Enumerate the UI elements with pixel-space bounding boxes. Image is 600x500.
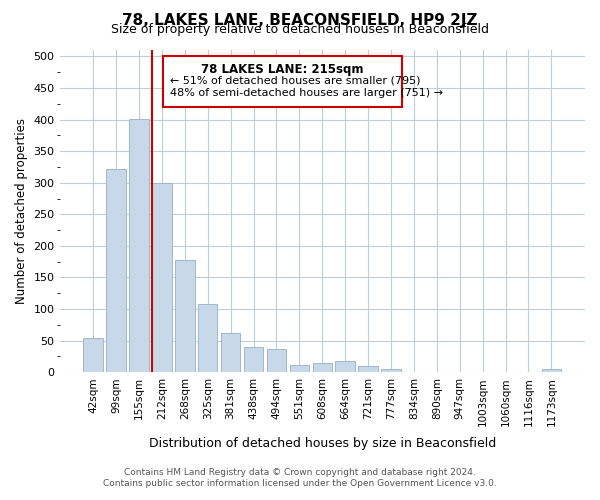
Bar bbox=[152, 184, 172, 372]
Text: 48% of semi-detached houses are larger (751) →: 48% of semi-detached houses are larger (… bbox=[170, 88, 443, 98]
Bar bbox=[129, 119, 149, 372]
X-axis label: Distribution of detached houses by size in Beaconsfield: Distribution of detached houses by size … bbox=[149, 437, 496, 450]
Bar bbox=[175, 260, 194, 372]
Bar bbox=[542, 369, 561, 372]
Bar bbox=[335, 361, 355, 372]
Bar bbox=[358, 366, 378, 372]
Y-axis label: Number of detached properties: Number of detached properties bbox=[15, 118, 28, 304]
Bar bbox=[221, 333, 241, 372]
Bar bbox=[244, 347, 263, 372]
Bar bbox=[381, 369, 401, 372]
Bar bbox=[267, 349, 286, 372]
Bar bbox=[313, 364, 332, 372]
Text: ← 51% of detached houses are smaller (795): ← 51% of detached houses are smaller (79… bbox=[170, 76, 421, 86]
FancyBboxPatch shape bbox=[163, 56, 403, 107]
Text: 78 LAKES LANE: 215sqm: 78 LAKES LANE: 215sqm bbox=[202, 62, 364, 76]
Bar bbox=[106, 169, 126, 372]
Text: 78, LAKES LANE, BEACONSFIELD, HP9 2JZ: 78, LAKES LANE, BEACONSFIELD, HP9 2JZ bbox=[122, 12, 478, 28]
Bar bbox=[290, 366, 309, 372]
Text: Size of property relative to detached houses in Beaconsfield: Size of property relative to detached ho… bbox=[111, 22, 489, 36]
Bar bbox=[83, 338, 103, 372]
Bar bbox=[198, 304, 217, 372]
Text: Contains HM Land Registry data © Crown copyright and database right 2024.
Contai: Contains HM Land Registry data © Crown c… bbox=[103, 468, 497, 487]
